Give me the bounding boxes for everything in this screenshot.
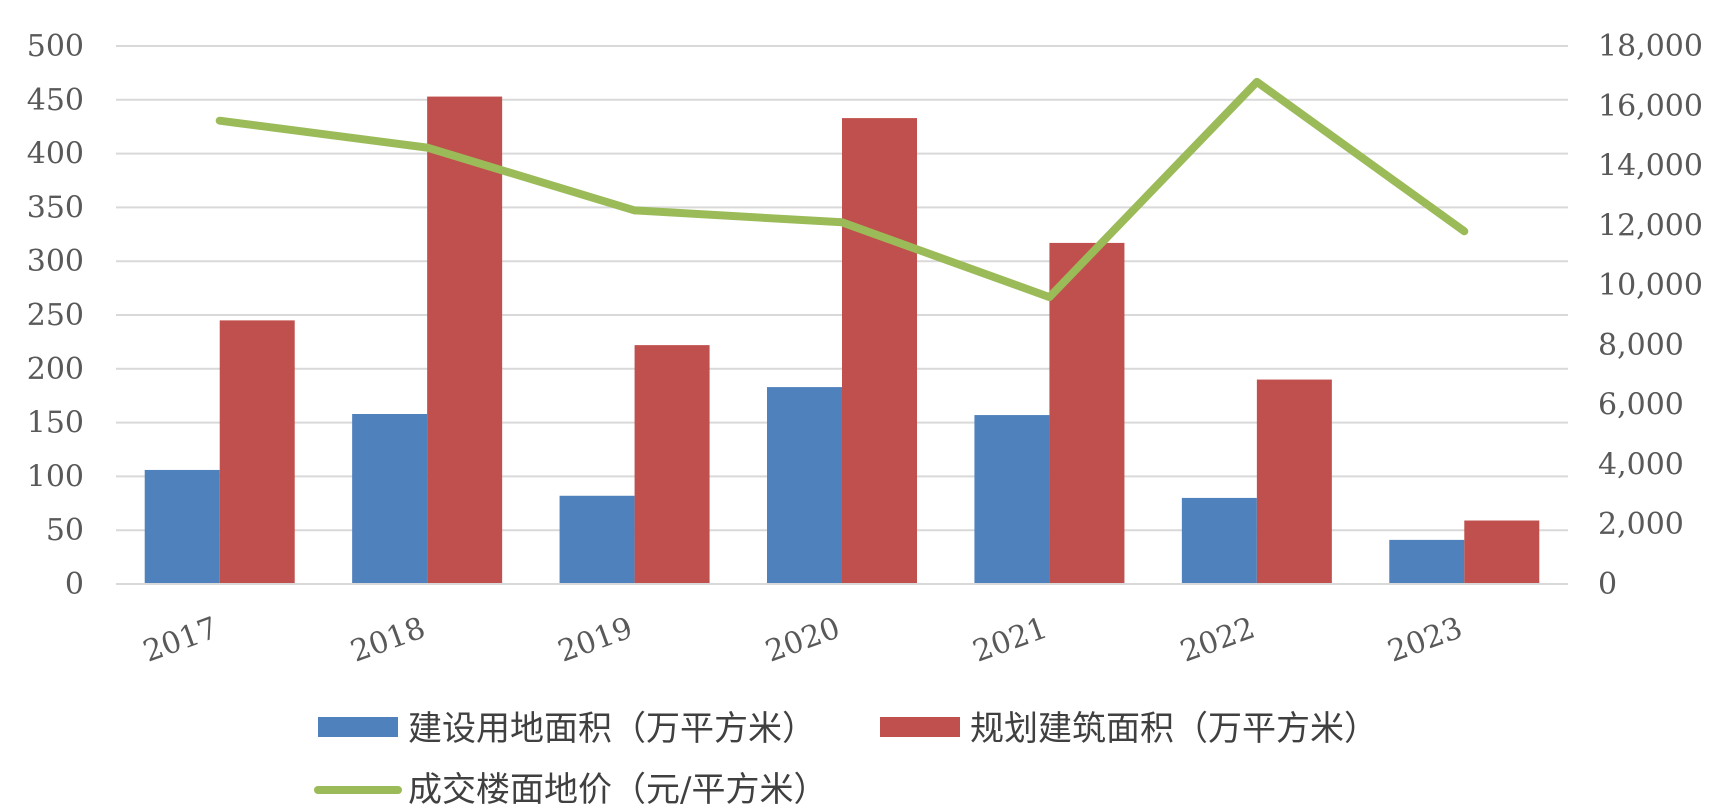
left-y-tick-label: 0 — [65, 567, 84, 602]
right-y-tick-label: 18,000 — [1598, 29, 1703, 64]
bar-land-area — [144, 469, 220, 584]
left-y-tick-label: 300 — [27, 244, 84, 279]
right-y-tick-label: 8,000 — [1598, 328, 1684, 363]
right-y-tick-label: 14,000 — [1598, 149, 1703, 184]
left-y-axis-labels: 0 50 100 150 200 250 300 350 400 450 500 — [27, 29, 84, 602]
x-axis-labels: 2017 2018 2019 2020 2021 2022 2023 — [139, 611, 1467, 670]
bar-land-area — [352, 413, 428, 584]
legend-label-building-area: 规划建筑面积（万平方米） — [970, 709, 1378, 749]
bar-building-area — [842, 118, 917, 584]
right-y-tick-label: 0 — [1598, 567, 1617, 602]
left-y-tick-label: 450 — [27, 83, 84, 118]
bar-building-area — [1049, 242, 1125, 584]
x-tick-label: 2021 — [968, 611, 1052, 670]
bar-land-area — [559, 495, 635, 584]
left-y-tick-label: 250 — [27, 298, 84, 333]
left-y-tick-label: 350 — [27, 190, 84, 225]
right-y-tick-label: 12,000 — [1598, 208, 1703, 243]
left-y-tick-label: 500 — [27, 29, 84, 64]
legend-swatch-building-area — [880, 717, 960, 737]
bar-building-area — [1256, 379, 1332, 584]
bar-land-area — [1181, 497, 1257, 584]
bar-land-area — [974, 415, 1050, 584]
right-y-tick-label: 16,000 — [1598, 89, 1703, 124]
line-floor-price — [215, 77, 1469, 302]
legend-swatch-land-area — [318, 717, 398, 737]
left-y-tick-label: 150 — [27, 406, 84, 441]
legend-item-floor-price: 成交楼面地价（元/平方米） — [314, 770, 827, 810]
legend: 建设用地面积（万平方米） 规划建筑面积（万平方米） 成交楼面地价（元/平方米） — [314, 709, 1378, 810]
bar-land-area — [1389, 539, 1465, 584]
bar-building-area — [427, 96, 503, 585]
right-y-tick-label: 6,000 — [1598, 388, 1684, 423]
bar-building-area — [1464, 520, 1540, 584]
price-line — [215, 77, 1469, 302]
right-y-axis-labels: 0 2,000 4,000 6,000 8,000 10,000 12,000 14,000 1… — [1598, 29, 1703, 602]
legend-label-floor-price: 成交楼面地价（元/平方米） — [408, 770, 827, 806]
left-y-tick-label: 200 — [27, 352, 84, 387]
legend-label-land-area: 建设用地面积（万平方米） — [408, 709, 816, 749]
x-tick-label: 2018 — [346, 611, 430, 670]
x-tick-label: 2017 — [139, 611, 223, 670]
right-y-tick-label: 2,000 — [1598, 507, 1684, 542]
x-tick-label: 2022 — [1176, 611, 1260, 670]
bar-building-area — [634, 345, 710, 584]
legend-item-building-area: 规划建筑面积（万平方米） — [880, 709, 1378, 749]
bar-land-area — [767, 387, 842, 584]
x-tick-label: 2019 — [554, 611, 638, 670]
left-y-tick-label: 100 — [27, 459, 84, 494]
x-tick-label: 2020 — [761, 611, 845, 670]
right-y-tick-label: 10,000 — [1598, 268, 1703, 303]
left-y-tick-label: 50 — [46, 513, 84, 548]
bars — [144, 96, 1540, 585]
legend-item-land-area: 建设用地面积（万平方米） — [318, 709, 816, 749]
right-y-tick-label: 4,000 — [1598, 447, 1684, 482]
left-y-tick-label: 400 — [27, 137, 84, 172]
x-tick-label: 2023 — [1383, 611, 1467, 670]
bar-building-area — [219, 320, 295, 584]
